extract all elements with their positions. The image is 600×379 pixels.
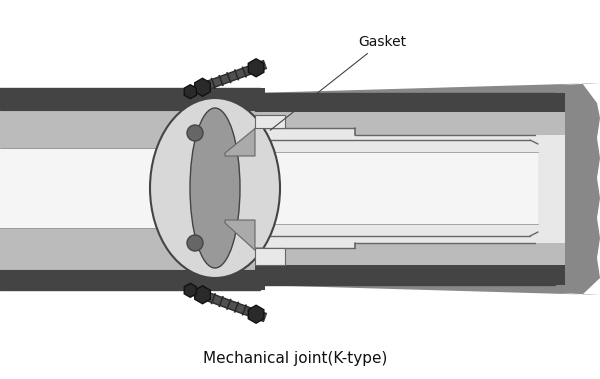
Polygon shape (255, 243, 565, 265)
Polygon shape (0, 88, 260, 290)
Polygon shape (225, 118, 268, 156)
Polygon shape (255, 140, 538, 152)
Circle shape (187, 235, 203, 251)
Polygon shape (255, 128, 565, 248)
Polygon shape (255, 265, 565, 285)
Polygon shape (0, 88, 265, 110)
Ellipse shape (150, 98, 280, 278)
Polygon shape (255, 152, 538, 224)
Text: Mechanical joint(K-type): Mechanical joint(K-type) (203, 351, 387, 365)
Polygon shape (255, 115, 285, 128)
Polygon shape (0, 110, 260, 148)
Polygon shape (255, 224, 538, 236)
Circle shape (187, 125, 203, 141)
Polygon shape (248, 305, 264, 323)
Polygon shape (190, 140, 262, 148)
Polygon shape (560, 83, 600, 295)
Polygon shape (248, 59, 264, 77)
Polygon shape (0, 148, 260, 228)
Polygon shape (184, 283, 196, 297)
Polygon shape (255, 248, 285, 265)
Polygon shape (195, 286, 211, 304)
Polygon shape (225, 220, 268, 262)
Polygon shape (255, 83, 600, 295)
Polygon shape (255, 112, 565, 135)
Polygon shape (255, 93, 565, 112)
Polygon shape (255, 140, 538, 236)
Text: Gasket: Gasket (270, 35, 406, 130)
Ellipse shape (190, 108, 240, 268)
Polygon shape (184, 85, 196, 99)
Polygon shape (510, 85, 600, 293)
Polygon shape (0, 270, 265, 290)
Polygon shape (0, 228, 260, 270)
Polygon shape (195, 78, 211, 96)
Polygon shape (190, 228, 262, 236)
